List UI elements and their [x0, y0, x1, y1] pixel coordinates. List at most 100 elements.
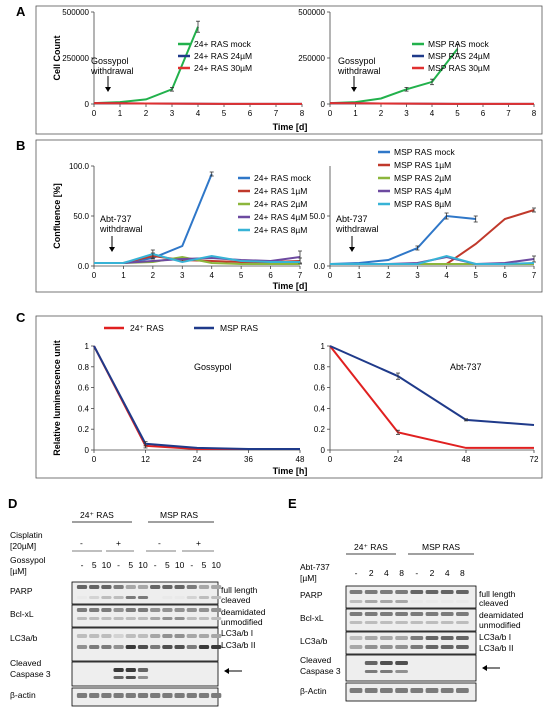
y-tick-label: 0	[321, 100, 326, 109]
x-tick-label: 4	[209, 271, 214, 280]
blot-band	[380, 661, 393, 665]
blot-band	[162, 617, 173, 620]
x-tick-label: 1	[118, 109, 123, 118]
blot-band	[125, 645, 136, 649]
y-tick-label: 1	[85, 342, 90, 351]
y-tick-label: 500000	[298, 8, 325, 17]
x-tick-label: 5	[222, 109, 227, 118]
b-time-axis-title: Time [d]	[273, 281, 308, 291]
band-label: cleaved	[479, 598, 509, 608]
blot-band	[425, 645, 439, 649]
arrow-head	[105, 87, 111, 92]
row-label: Bcl-xL	[10, 609, 34, 619]
y-tick-label: 0	[85, 446, 90, 455]
lane-label: -	[355, 568, 358, 578]
chart-title: Gossypol	[194, 362, 232, 372]
x-tick-label: 5	[239, 271, 244, 280]
band-label: full length	[221, 585, 258, 595]
lane-label: 2	[430, 568, 435, 578]
blot-band	[425, 636, 439, 640]
blot-band	[349, 688, 363, 693]
chart-c-left: 0 0.2 0.4 0.6 0.8 1 0 12 24 36 48 Relative luminesc…	[52, 323, 305, 464]
band-label: cleaved	[221, 595, 251, 605]
panel-letter-e: E	[288, 496, 297, 511]
blot-band	[440, 645, 454, 649]
legend-entry: MSP RAS 2µM	[394, 173, 451, 183]
legend-entry: MSP RAS 30µM	[428, 63, 490, 73]
lane-label: 10	[102, 560, 112, 570]
blot-band	[113, 617, 124, 620]
x-tick-label: 0	[92, 271, 97, 280]
d-cisplatin-label: Cisplatin	[10, 530, 43, 540]
series-line	[93, 102, 302, 105]
blot-band	[440, 621, 454, 624]
blot-band	[410, 612, 424, 616]
lane-label: -	[81, 560, 84, 570]
blot-band	[186, 608, 197, 612]
blot-band	[456, 645, 469, 649]
y-axis-label: Confluence [%]	[52, 183, 62, 249]
y-tick-label: 100.0	[69, 162, 90, 171]
x-tick-label: 6	[248, 109, 253, 118]
legend-entry: MSP RAS 8µM	[394, 199, 451, 209]
legend-entry: 24+ RAS 8µM	[254, 225, 307, 235]
blot-band	[101, 617, 112, 620]
x-tick-label: 72	[530, 455, 539, 464]
western-blot-d: 24⁺ RAS MSP RAS Cisplatin [20µM] - + - +…	[10, 510, 266, 707]
blot-band	[364, 661, 378, 665]
y-axis-label: Relative luminescence unit	[52, 340, 62, 456]
band-label: LC3a/b II	[221, 640, 256, 650]
lane-label: -	[190, 560, 193, 570]
row-label: LC3a/b	[10, 633, 38, 643]
arrow-head	[351, 87, 357, 92]
blot-band	[349, 612, 363, 616]
legend-entry: 24+ RAS 2µM	[254, 199, 307, 209]
blot-band	[380, 621, 393, 624]
blot-band	[186, 585, 197, 589]
band-label: unmodified	[221, 617, 263, 627]
x-tick-label: 24	[193, 455, 202, 464]
blot-band	[456, 636, 469, 640]
x-tick-label: 4	[430, 109, 435, 118]
blot-band	[186, 596, 197, 599]
band-label: deamidated	[479, 610, 524, 620]
series-line	[329, 345, 535, 427]
legend-entry: 24+ RAS 30µM	[194, 63, 252, 73]
blot-band	[174, 634, 185, 638]
row-label: Cleaved	[10, 658, 41, 668]
blot-band	[349, 636, 363, 640]
blot-band	[150, 693, 161, 698]
d-cis-minus-1: -	[80, 538, 83, 548]
blot-band	[410, 600, 424, 603]
x-tick-label: 24	[394, 455, 403, 464]
blot-band	[211, 634, 222, 638]
blot-band	[364, 621, 378, 624]
blot-band	[89, 634, 100, 638]
y-tick-label: 0.4	[314, 404, 326, 413]
blot-band	[89, 693, 100, 698]
lane-label: 10	[175, 560, 185, 570]
blot-band	[211, 596, 222, 599]
x-tick-label: 3	[404, 109, 409, 118]
y-tick-label: 0.8	[78, 363, 90, 372]
blot-band	[125, 676, 136, 679]
blot-band	[410, 688, 424, 693]
blot-band	[101, 634, 112, 638]
y-tick-label: 1	[321, 342, 326, 351]
blot-band	[410, 645, 424, 649]
blot-band	[125, 634, 136, 638]
blot-band	[395, 645, 408, 649]
blot-band	[395, 590, 408, 594]
blot-band	[440, 612, 454, 616]
blot-band	[186, 693, 197, 698]
y-tick-label: 0.8	[314, 363, 326, 372]
blot-band	[101, 596, 112, 599]
blot-band	[113, 645, 124, 649]
blot-band	[380, 612, 393, 616]
blot-band	[125, 693, 136, 698]
blot-band	[364, 670, 378, 673]
series-line	[329, 345, 534, 449]
panel-c-frame	[35, 315, 543, 479]
blot-band	[125, 585, 136, 589]
